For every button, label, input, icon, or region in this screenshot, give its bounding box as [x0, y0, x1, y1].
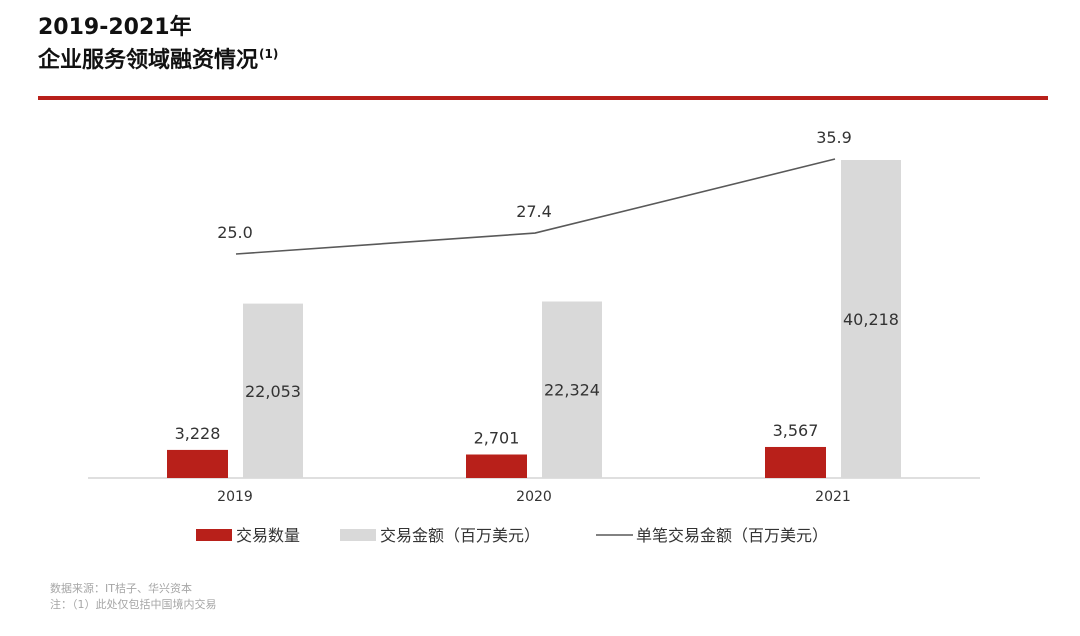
x-tick-2021: 2021: [815, 489, 851, 505]
title-line-2: 企业服务领域融资情况(1): [38, 41, 278, 74]
title-footnote-mark: (1): [259, 47, 279, 61]
label-avg-2019: 25.0: [217, 223, 253, 242]
label-count-2021: 3,567: [773, 421, 819, 440]
legend-swatch-count: [196, 529, 232, 541]
x-tick-2020: 2020: [516, 489, 552, 505]
title-text: 企业服务领域融资情况: [38, 48, 259, 73]
line-avg-deal-size: [235, 158, 836, 255]
chart-title: 2019-2021年 企业服务领域融资情况(1): [38, 14, 278, 74]
title-line-1: 2019-2021年: [38, 15, 192, 40]
x-tick-2019: 2019: [217, 489, 253, 505]
label-avg-2021: 35.9: [816, 128, 852, 147]
legend-swatch-amount: [340, 529, 376, 541]
legend-label-avg: 单笔交易金额（百万美元）: [636, 526, 828, 545]
legend-label-amount: 交易金额（百万美元）: [380, 526, 540, 545]
label-amount-2021: 40,218: [843, 310, 899, 329]
label-amount-2020: 22,324: [544, 381, 600, 400]
label-amount-2019: 22,053: [245, 382, 301, 401]
legend-label-count: 交易数量: [236, 526, 300, 545]
label-count-2020: 2,701: [474, 429, 520, 448]
title-divider: [38, 96, 1048, 100]
bar-count-2020: [466, 454, 527, 478]
bar-count-2019: [167, 449, 228, 478]
bar-amount-2021: [841, 160, 901, 478]
source-note: 数据来源：IT桔子、华兴资本 注：（1）此处仅包括中国境内交易: [50, 581, 217, 613]
bar-amount-2020: [542, 301, 602, 478]
footnote-line: 注：（1）此处仅包括中国境内交易: [50, 598, 217, 611]
source-line: 数据来源：IT桔子、华兴资本: [50, 582, 192, 595]
label-count-2019: 3,228: [175, 424, 221, 443]
bar-count-2021: [765, 446, 826, 478]
bar-amount-2019: [243, 303, 303, 478]
label-avg-2020: 27.4: [516, 202, 552, 221]
